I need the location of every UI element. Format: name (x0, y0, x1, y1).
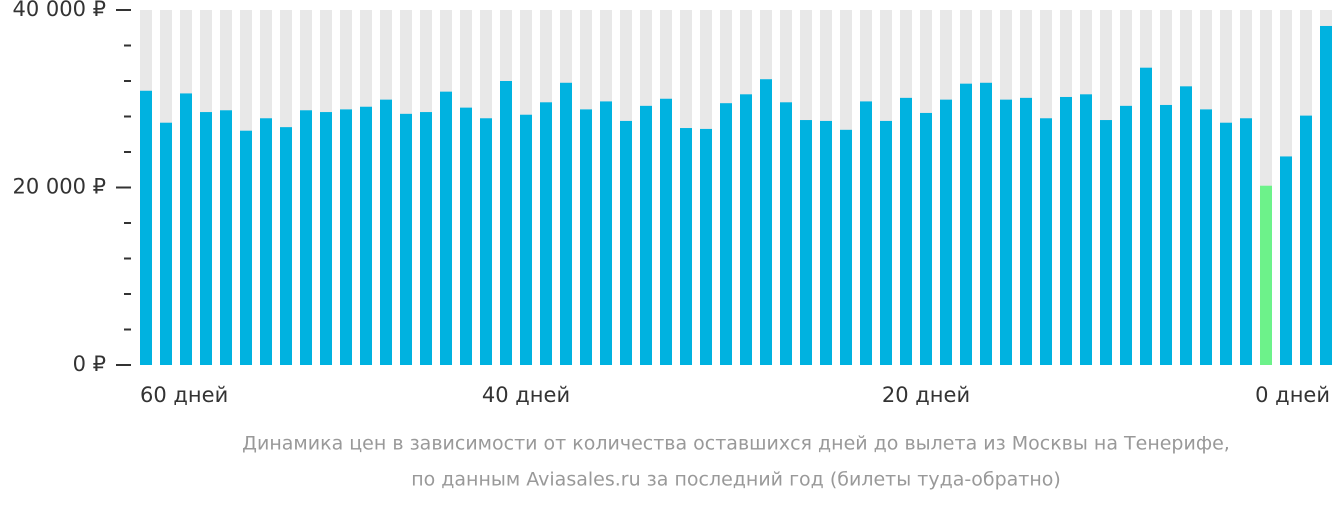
bar (700, 128, 712, 365)
bar (420, 112, 432, 365)
bar (440, 91, 452, 366)
bar (140, 90, 152, 365)
bar (920, 112, 932, 365)
bar (460, 107, 472, 365)
bar (1260, 185, 1272, 365)
bar (1020, 97, 1032, 366)
bar (980, 82, 992, 366)
bar (160, 122, 172, 366)
bar (540, 102, 552, 366)
bar (260, 118, 272, 366)
bar (1180, 86, 1192, 365)
bar (840, 129, 852, 365)
bar (680, 128, 692, 365)
bar (320, 112, 332, 365)
bar (1240, 118, 1252, 366)
bar (640, 105, 652, 365)
bar (220, 110, 232, 365)
bar (200, 112, 212, 365)
bar (560, 82, 572, 366)
bar (500, 81, 512, 365)
y-tick-label: 0 ₽ (73, 352, 106, 376)
x-tick-label: 60 дней (140, 383, 228, 407)
bar (340, 109, 352, 366)
bar (820, 120, 832, 365)
bar (400, 113, 412, 366)
bar (720, 103, 732, 365)
bar (660, 98, 672, 365)
bar (480, 118, 492, 366)
x-tick-label: 20 дней (882, 383, 970, 407)
bar (1080, 94, 1092, 365)
bar (900, 97, 912, 366)
bar (1000, 99, 1012, 365)
bar (1300, 115, 1312, 365)
bar (360, 106, 372, 366)
bar (180, 93, 192, 366)
bar (1200, 109, 1212, 366)
bar (580, 109, 592, 366)
bar (600, 101, 612, 365)
bar (1220, 122, 1232, 366)
bar (280, 127, 292, 366)
bar (760, 79, 772, 365)
bar (1280, 156, 1292, 365)
x-tick-label: 40 дней (482, 383, 570, 407)
y-tick-label: 40 000 ₽ (12, 0, 106, 21)
bar (380, 99, 392, 365)
bar (1160, 104, 1172, 366)
caption: Динамика цен в зависимости от количества… (242, 433, 1230, 455)
y-tick-label: 20 000 ₽ (12, 175, 106, 199)
bar (860, 101, 872, 365)
bar (960, 83, 972, 365)
bar (300, 110, 312, 365)
bar (620, 120, 632, 365)
bar (520, 114, 532, 365)
bar (740, 94, 752, 365)
caption: по данным Aviasales.ru за последний год … (411, 469, 1061, 491)
bar (1320, 25, 1332, 365)
bar (1100, 120, 1112, 365)
bar (800, 120, 812, 365)
bar (1140, 67, 1152, 365)
bar (240, 130, 252, 365)
x-tick-label: 0 дней (1255, 383, 1330, 407)
bar (1040, 118, 1052, 366)
bar (880, 120, 892, 365)
bar (1120, 105, 1132, 365)
bar (940, 99, 952, 365)
bar (780, 102, 792, 366)
bar (1060, 96, 1072, 365)
